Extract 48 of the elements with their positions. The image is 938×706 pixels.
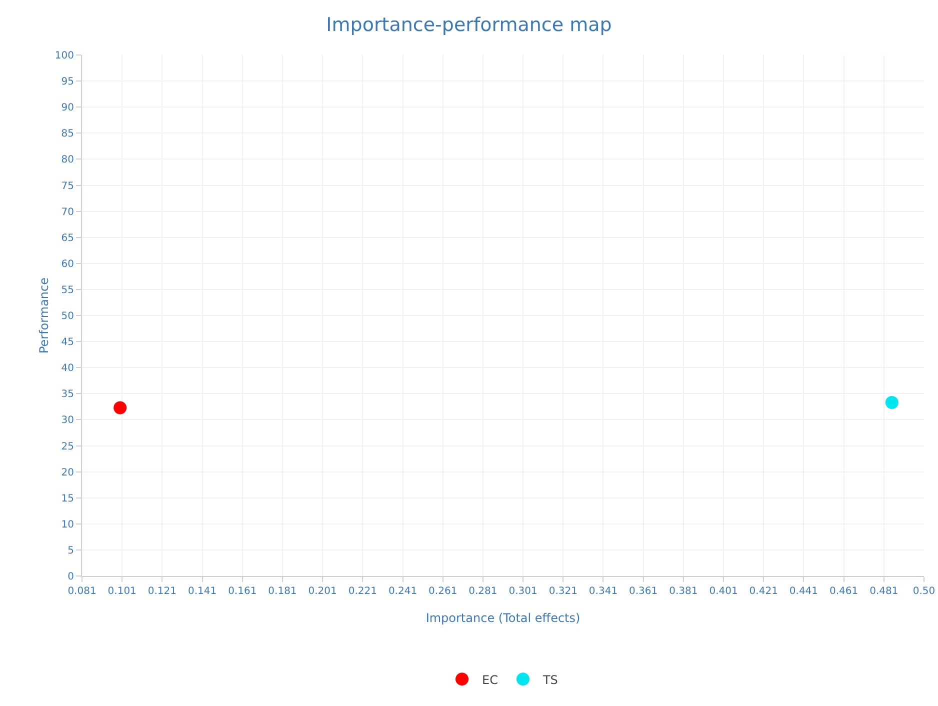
- x-tick-label: 0.421: [749, 586, 778, 597]
- y-tick-label: 80: [61, 154, 74, 166]
- x-tick-label: 0.50: [912, 586, 936, 597]
- y-tick-label: 95: [61, 76, 74, 88]
- legend-label: EC: [482, 672, 498, 687]
- y-tick-label: 50: [61, 311, 74, 322]
- y-tick-label: 15: [61, 493, 74, 504]
- x-tick-label: 0.261: [428, 586, 458, 597]
- y-tick-label: 40: [61, 363, 74, 374]
- x-tick-label: 0.201: [308, 586, 337, 597]
- chart-title: Importance-performance map: [326, 14, 612, 36]
- x-tick-label: 0.341: [588, 586, 618, 597]
- x-tick-label: 0.481: [870, 586, 898, 597]
- x-tick-label: 0.081: [68, 586, 96, 597]
- y-tick-label: 55: [61, 284, 74, 296]
- x-tick-label: 0.401: [709, 586, 738, 597]
- x-tick-label: 0.181: [268, 586, 297, 597]
- y-tick-label: 45: [61, 337, 74, 348]
- y-tick-label: 85: [61, 128, 74, 140]
- legend-label: TS: [542, 672, 558, 687]
- y-tick-label: 60: [61, 258, 74, 270]
- x-tick-label: 0.141: [188, 586, 217, 597]
- x-tick-label: 0.121: [148, 586, 177, 597]
- y-tick-label: 5: [68, 545, 74, 556]
- y-tick-label: 30: [61, 415, 74, 426]
- y-tick-label: 90: [61, 102, 74, 114]
- y-tick-label: 10: [61, 519, 74, 530]
- y-tick-label: 0: [68, 572, 74, 582]
- x-tick-label: 0.241: [388, 586, 418, 597]
- x-tick-label: 0.381: [669, 586, 698, 597]
- y-tick-label: 65: [61, 232, 74, 244]
- x-tick-label: 0.321: [548, 586, 578, 597]
- y-axis-title: Performance: [37, 277, 51, 354]
- x-axis-title: Importance (Total effects): [426, 611, 580, 625]
- x-tick-label: 0.361: [629, 586, 658, 597]
- y-tick-label: 75: [61, 180, 74, 192]
- x-tick-label: 0.161: [228, 586, 257, 597]
- x-tick-label: 0.461: [829, 586, 858, 597]
- y-tick-label: 100: [54, 50, 74, 62]
- y-tick-label: 70: [61, 206, 74, 218]
- y-tick-label: 25: [61, 441, 74, 452]
- x-tick-label: 0.301: [508, 586, 538, 597]
- y-tick-label: 20: [61, 467, 74, 478]
- x-tick-label: 0.441: [789, 586, 818, 597]
- x-tick-label: 0.281: [468, 586, 498, 597]
- y-tick-label: 35: [61, 389, 74, 400]
- x-tick-label: 0.101: [108, 586, 136, 597]
- x-tick-label: 0.221: [348, 586, 377, 597]
